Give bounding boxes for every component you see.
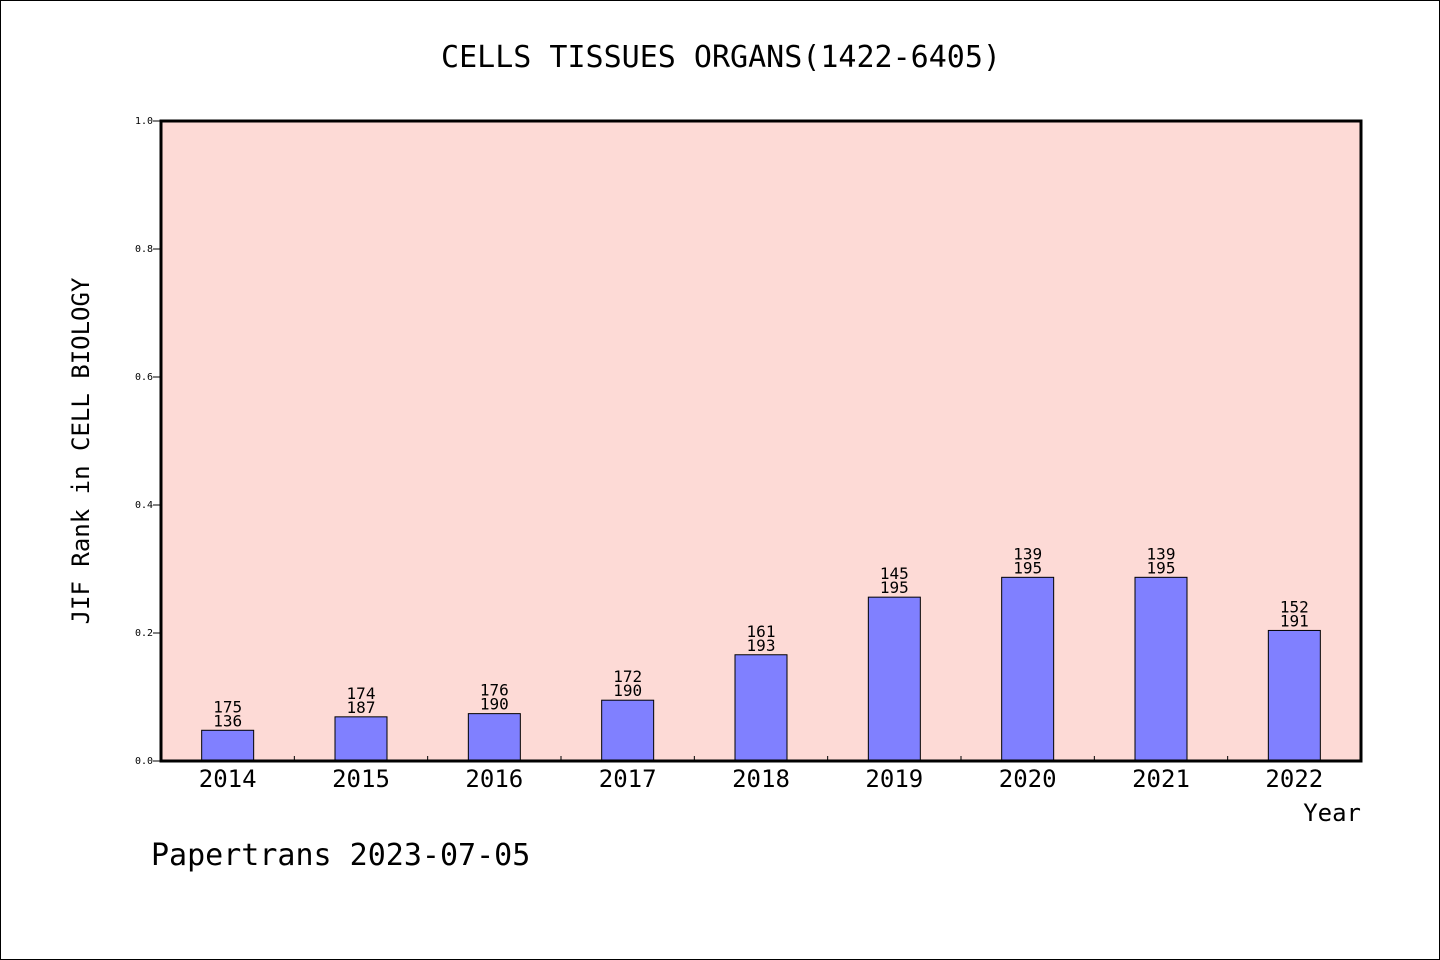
bar-label-top: 139 xyxy=(1147,544,1176,563)
bar-label-bottom: 195 xyxy=(1013,558,1042,577)
bar-label-top: 172 xyxy=(613,667,642,686)
x-tick-label: 2019 xyxy=(865,765,923,793)
bar-label-bottom: 190 xyxy=(613,681,642,700)
x-tick-label: 2017 xyxy=(599,765,657,793)
bar-label-bottom: 195 xyxy=(880,578,909,597)
x-tick-label: 2022 xyxy=(1265,765,1323,793)
y-axis: 0.0 0.2 0.4 0.6 0.8 1.0 xyxy=(135,116,161,767)
bar-label-top: 176 xyxy=(480,681,509,700)
bar-label-bottom: 190 xyxy=(480,695,509,714)
bar xyxy=(334,716,388,762)
x-tick-label: 2015 xyxy=(332,765,390,793)
y-tick-label: 0.4 xyxy=(135,500,153,511)
bar-label-top: 161 xyxy=(747,622,776,641)
bar xyxy=(734,654,788,762)
x-axis-title: Year xyxy=(1303,799,1361,827)
bar-label-top: 145 xyxy=(880,564,909,583)
x-tick-label: 2021 xyxy=(1132,765,1190,793)
plot-border xyxy=(159,119,1363,763)
x-tick-label: 2018 xyxy=(732,765,790,793)
x-tick-label: 2014 xyxy=(199,765,257,793)
bar-label-bottom: 136 xyxy=(213,711,242,730)
y-tick-label: 0.6 xyxy=(135,372,153,383)
bar xyxy=(467,713,521,762)
bar xyxy=(1267,629,1321,762)
y-axis-title: JIF Rank in CELL BIOLOGY xyxy=(67,277,95,624)
y-tick-label: 0.8 xyxy=(135,244,153,255)
x-tick-label: 2016 xyxy=(465,765,523,793)
bar xyxy=(1134,576,1188,762)
bar-label-bottom: 195 xyxy=(1147,558,1176,577)
bar-series: 1751361741871761901721901611931451951391… xyxy=(201,544,1321,762)
bar-label-bottom: 187 xyxy=(347,698,376,717)
bar-label-top: 174 xyxy=(347,684,376,703)
x-tick-label: 2020 xyxy=(999,765,1057,793)
y-tick-label: 0.2 xyxy=(135,628,153,639)
y-tick-label: 1.0 xyxy=(135,116,153,127)
bar-label-top: 139 xyxy=(1013,544,1042,563)
bar xyxy=(201,729,255,762)
bar-label-bottom: 193 xyxy=(747,636,776,655)
bar-label-top: 175 xyxy=(213,697,242,716)
bar xyxy=(601,699,655,762)
bar-label-bottom: 191 xyxy=(1280,611,1309,630)
chart-title: CELLS TISSUES ORGANS(1422-6405) xyxy=(441,40,1001,75)
bar xyxy=(867,596,921,762)
x-axis: 2014 2015 2016 2017 2018 2019 2020 2021 2022 xyxy=(199,756,1323,793)
y-tick-label: 0.0 xyxy=(135,756,153,767)
bar xyxy=(1001,576,1055,762)
bar-label-top: 152 xyxy=(1280,597,1309,616)
watermark: Papertrans 2023-07-05 xyxy=(151,838,530,873)
